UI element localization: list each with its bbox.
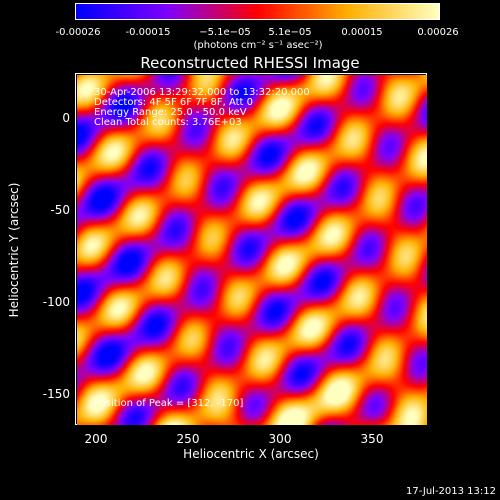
x-tick-label: 250 (176, 432, 200, 446)
colorbar (75, 3, 440, 20)
y-tick-label: 0 (62, 111, 70, 125)
heatmap-image (77, 75, 427, 425)
detectors-text: Detectors: 4F 5F 6F 7F 8F, Att 0 (94, 97, 254, 108)
colorbar-gradient (76, 4, 439, 19)
colorbar-tick: 5.1e−05 (268, 27, 312, 38)
time-range-text: 30-Apr-2006 13:29:32.000 to 13:32:20.000 (94, 87, 310, 98)
plot-area (75, 73, 427, 425)
y-tick-label: -100 (42, 295, 70, 309)
x-tick-label: 350 (360, 432, 384, 446)
colorbar-tick: -0.00015 (125, 27, 171, 38)
image-info: 30-Apr-2006 13:29:32.000 to 13:32:20.000… (94, 88, 310, 128)
colorbar-label: (photons cm⁻² s⁻¹ asec⁻²) (193, 40, 323, 51)
colorbar-tick: 0.00015 (341, 27, 383, 38)
y-axis-label: Heliocentric Y (arcsec) (7, 182, 21, 318)
colorbar-tick: −5.1e−05 (199, 27, 251, 38)
timestamp: 17-Jul-2013 13:12 (405, 486, 496, 497)
chart-title: Reconstructed RHESSI Image (140, 54, 360, 72)
x-tick-label: 200 (84, 432, 108, 446)
y-tick-label: -50 (50, 203, 70, 217)
y-tick-label: -150 (42, 387, 70, 401)
x-tick-label: 300 (268, 432, 292, 446)
energy-range-text: Energy Range: 25.0 - 50.0 keV (94, 107, 247, 118)
peak-position-text: Position of Peak = [312, -170] (94, 398, 244, 409)
clean-counts-text: Clean Total counts: 3.76E+03 (94, 117, 242, 128)
x-axis-label: Heliocentric X (arcsec) (183, 447, 319, 461)
colorbar-tick: -0.00026 (55, 27, 101, 38)
colorbar-tick: 0.00026 (417, 27, 459, 38)
